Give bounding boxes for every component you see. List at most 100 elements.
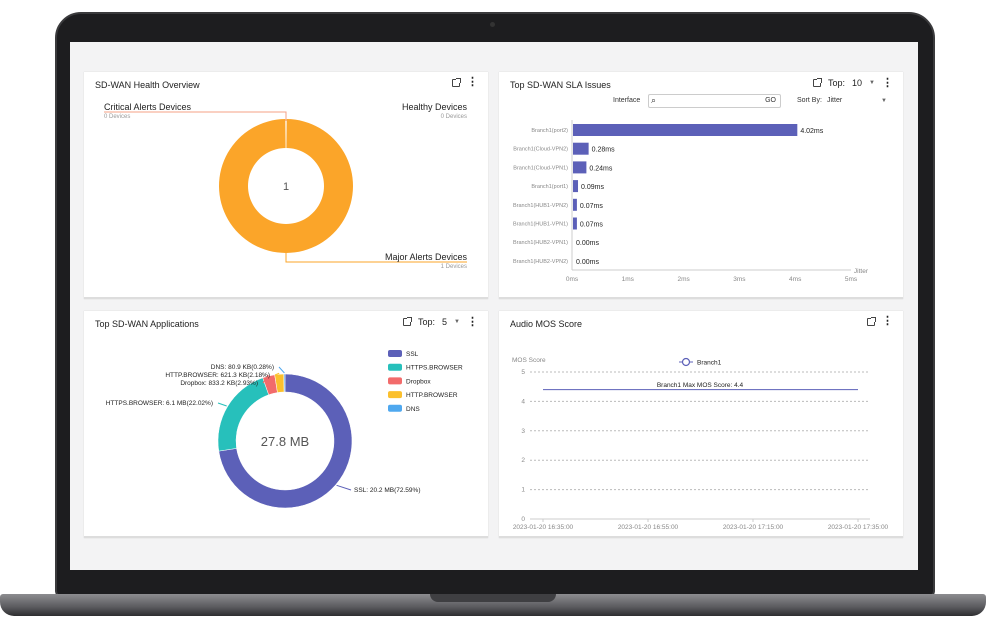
bar: [573, 124, 798, 136]
external-link-icon[interactable]: [452, 77, 461, 87]
legend-label: HTTPS.BROWSER: [406, 365, 463, 372]
go-button[interactable]: GO: [765, 97, 776, 104]
bar-value-label: 0.24ms: [589, 165, 612, 172]
external-link-icon[interactable]: [867, 316, 876, 326]
x-tick-label: 2023-01-20 16:55:00: [618, 524, 679, 531]
bar-category-label: Branch1(HUB2-VPN1): [513, 240, 568, 246]
x-tick-label: 5ms: [845, 276, 858, 283]
bar-value-label: 0.00ms: [576, 259, 599, 266]
pie-slice-label: HTTPS.BROWSER: 6.1 MB(22.02%): [106, 400, 213, 407]
pie-center-total: 27.8 MB: [261, 434, 309, 449]
x-tick-label: 2023-01-20 17:35:00: [828, 524, 889, 531]
sla-issues-panel: Top SD-WAN SLA Issues Top: 10 ▼ ⋮ Interf…: [499, 72, 903, 299]
bar: [573, 198, 577, 211]
pie-slice-label: DNS: 80.9 KB(0.28%): [211, 364, 274, 371]
segment-count: 0 Devices: [441, 114, 467, 120]
bar-value-label: 4.02ms: [800, 128, 823, 135]
panel-title: Audio MOS Score: [510, 319, 583, 329]
segment-count: 0 Devices: [104, 114, 130, 120]
pie-leader-line: [262, 374, 269, 384]
external-link-icon[interactable]: [403, 317, 413, 326]
x-tick-label: 2023-01-20 16:35:00: [513, 524, 574, 531]
bar-value-label: 0.07ms: [580, 203, 603, 210]
legend-swatch: [388, 404, 402, 412]
max-score-annotation: Branch1 Max MOS Score: 4.4: [657, 382, 744, 389]
kebab-menu-icon[interactable]: ⋮: [882, 315, 893, 327]
y-tick-label: 3: [521, 428, 525, 435]
donut-center-value: 1: [283, 181, 289, 193]
caret-down-icon[interactable]: ▼: [454, 319, 460, 325]
kebab-menu-icon[interactable]: ⋮: [467, 76, 478, 88]
panel-title: Top SD-WAN Applications: [95, 319, 199, 329]
legend-swatch: [388, 363, 402, 371]
camera: [490, 22, 495, 27]
laptop-base: [0, 594, 986, 616]
bar: [573, 180, 579, 193]
pie-leader-line: [217, 402, 227, 407]
bar-category-label: Branch1(HUB1-VPN2): [513, 203, 568, 209]
y-tick-label: 0: [521, 516, 525, 523]
legend-label: DNS: [406, 406, 420, 413]
pie-slice-label: Dropbox: 833.2 KB(2.93%): [180, 380, 258, 387]
sort-by-select[interactable]: Jitter ▼: [827, 97, 887, 104]
segment-label: Critical Alerts Devices: [104, 102, 192, 112]
interface-search-input[interactable]: ⌕ GO: [648, 94, 781, 108]
bar-value-label: 0.09ms: [581, 184, 604, 191]
x-tick-label: 2023-01-20 17:15:00: [723, 524, 784, 531]
segment-label: Healthy Devices: [402, 102, 468, 112]
top-select[interactable]: 5: [442, 317, 448, 327]
kebab-menu-icon[interactable]: ⋮: [467, 315, 478, 328]
x-tick-label: 1ms: [622, 276, 635, 283]
pie-slice-label: HTTP.BROWSER: 621.3 KB(2.18%): [165, 372, 270, 379]
pie-leader-line: [336, 484, 352, 491]
segment-count: 1 Devices: [441, 264, 467, 270]
audio-mos-panel: Audio MOS Score ⋮: [499, 311, 903, 538]
laptop-notch: [430, 594, 556, 602]
legend-label: Dropbox: [406, 378, 431, 385]
bar-category-label: Branch1(port1): [531, 184, 568, 190]
bar: [573, 217, 577, 230]
pie-slice: [283, 373, 286, 393]
caret-down-icon[interactable]: ▼: [869, 80, 875, 86]
y-axis-title: MOS Score: [512, 357, 546, 364]
top-label: Top:: [828, 78, 846, 88]
kebab-menu-icon[interactable]: ⋮: [882, 76, 893, 89]
bar-category-label: Branch1(Cloud-VPN1): [513, 165, 568, 171]
y-tick-label: 4: [521, 398, 525, 405]
bar-value-label: 0.28ms: [592, 147, 615, 154]
pie-slice-label: SSL: 20.2 MB(72.59%): [354, 487, 420, 494]
bar: [573, 142, 589, 155]
x-tick-label: 0ms: [566, 276, 579, 283]
bar-category-label: Branch1(Cloud-VPN2): [513, 147, 568, 153]
y-tick-label: 1: [521, 487, 525, 494]
y-tick-label: 5: [521, 369, 525, 376]
legend-marker: [681, 357, 691, 367]
panel-title: Top SD-WAN SLA Issues: [510, 80, 611, 90]
caret-down-icon: ▼: [881, 98, 887, 104]
x-tick-label: 2ms: [677, 276, 690, 283]
y-tick-label: 2: [521, 457, 525, 464]
legend-label: Branch1: [697, 360, 722, 367]
bar: [573, 161, 587, 174]
bar-value-label: 0.07ms: [580, 222, 603, 229]
x-axis-title: Jitter: [854, 268, 869, 275]
x-tick-label: 4ms: [789, 276, 802, 283]
legend-swatch: [388, 391, 402, 399]
bar-category-label: Branch1(HUB2-VPN2): [513, 259, 568, 265]
interface-label: Interface: [613, 97, 641, 104]
x-tick-label: 3ms: [733, 276, 746, 283]
search-icon: ⌕: [651, 95, 657, 105]
bar-category-label: Branch1(HUB1-VPN1): [513, 222, 568, 228]
segment-label: Major Alerts Devices: [385, 252, 468, 262]
top-select[interactable]: 10: [852, 78, 863, 88]
leader-line: [285, 253, 467, 263]
external-link-icon[interactable]: [813, 78, 823, 87]
legend-swatch: [388, 350, 402, 357]
bar-value-label: 0.00ms: [576, 240, 599, 247]
panel-title: SD-WAN Health Overview: [95, 80, 200, 90]
sort-by-label: Sort By:: [797, 97, 822, 104]
donut-segment: [219, 119, 354, 253]
pie-leader-line: [278, 366, 285, 374]
leader-line: [104, 111, 287, 121]
